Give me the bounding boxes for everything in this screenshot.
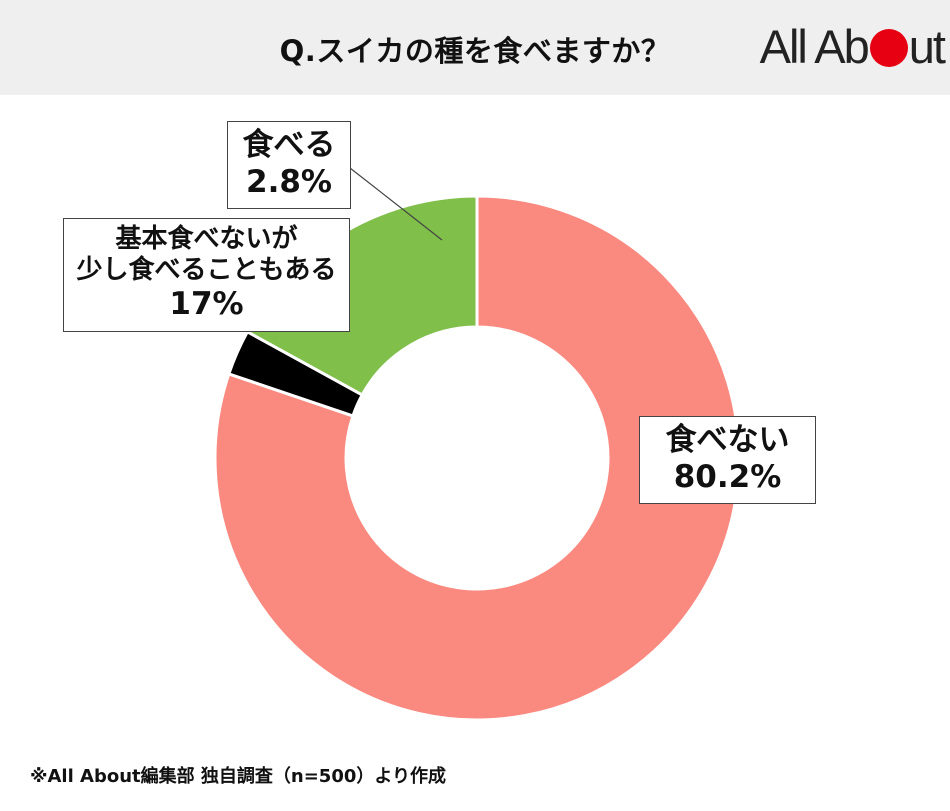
header-bar: Q.スイカの種を食べますか？ All Ab ut [0, 0, 950, 95]
data-label-eat: 食べる 2.8% [227, 121, 351, 209]
leader-line-eat [349, 167, 443, 241]
label-sometimes-line1: 基本食べないが [115, 224, 298, 254]
logo-dot-icon [869, 29, 908, 67]
label-sometimes-line2: 少し食べることもある [76, 255, 337, 286]
footnote: ※All About編集部 独自調査（n=500）より作成 [30, 766, 447, 787]
label-noteat-percent: 80.2% [673, 459, 782, 496]
logo-text-right: ut [908, 19, 946, 73]
label-noteat-text: 食べない [665, 422, 790, 458]
chart-title: Q.スイカの種を食べますか？ [279, 34, 671, 68]
data-label-noteat: 食べない 80.2% [639, 416, 816, 504]
logo-text-left: All Ab [759, 19, 870, 73]
label-eat-text: 食べる [242, 127, 336, 163]
allabout-logo: All Ab ut [759, 18, 946, 74]
label-sometimes-percent: 17% [169, 286, 244, 323]
label-eat-percent: 2.8% [246, 164, 332, 201]
data-label-sometimes: 基本食べないが 少し食べることもある 17% [63, 218, 350, 332]
